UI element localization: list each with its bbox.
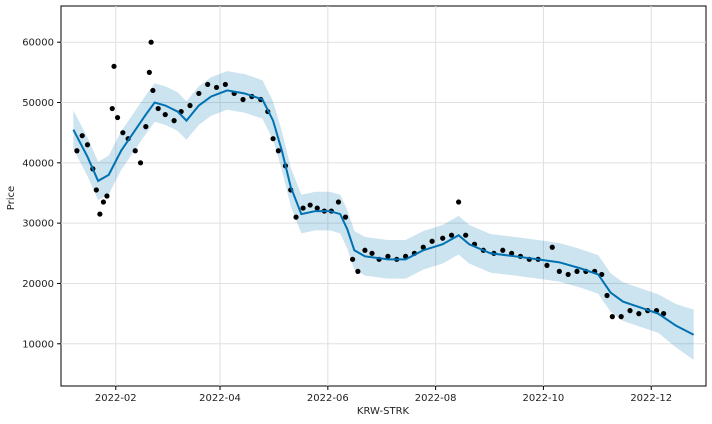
observed-point-63: [500, 247, 506, 253]
observed-point-64: [509, 250, 515, 256]
observed-point-59: [463, 232, 469, 238]
observed-point-23: [187, 102, 193, 109]
observed-point-26: [213, 84, 220, 91]
observed-point-71: [565, 271, 571, 278]
observed-point-50: [385, 253, 391, 259]
observed-point-70: [556, 268, 562, 274]
observed-point-47: [362, 247, 368, 253]
observed-point-6: [100, 199, 107, 205]
x-tick-label-5: 2022-12: [630, 393, 672, 404]
x-axis-label: KRW-STRK: [357, 406, 410, 417]
x-tick-label-2: 2022-06: [307, 393, 349, 404]
observed-point-45: [349, 256, 356, 262]
observed-point-9: [111, 63, 117, 69]
observed-point-54: [420, 244, 426, 250]
forecast-line: [72, 89, 695, 336]
observed-point-76: [604, 292, 610, 299]
observed-point-10: [114, 114, 121, 121]
observed-point-14: [137, 160, 144, 166]
y-axis-label: Price: [6, 186, 17, 210]
observed-point-29: [240, 96, 246, 103]
observed-point-40: [314, 205, 320, 211]
observed-point-13: [132, 148, 138, 154]
observed-point-11: [120, 130, 126, 136]
observed-point-5: [97, 211, 103, 217]
observed-point-2: [84, 142, 91, 148]
observed-point-83: [660, 311, 667, 317]
observed-point-25: [205, 81, 211, 88]
observed-point-55: [429, 238, 435, 244]
x-tick-label-4: 2022-10: [523, 393, 565, 404]
x-tick-label-0: 2022-02: [95, 393, 137, 404]
observed-point-58: [456, 199, 462, 205]
observed-point-20: [162, 111, 168, 118]
forecast-line-path: [72, 89, 695, 336]
observed-point-34: [275, 148, 281, 154]
y-tick-label-5: 60000: [22, 38, 54, 49]
observed-points: [74, 39, 667, 320]
x-axis-ticks: 2022-02 2022-04 2022-06 2022-08 2022-10 2022-…: [95, 386, 672, 404]
x-tick-label-3: 2022-08: [415, 393, 457, 404]
y-tick-label-2: 30000: [22, 219, 54, 230]
observed-point-72: [574, 268, 580, 274]
observed-point-57: [448, 232, 455, 238]
observed-point-80: [636, 311, 642, 317]
y-axis-ticks: 10000 20000 30000 40000 50000 60000: [22, 38, 61, 350]
x-tick-label-1: 2022-04: [199, 393, 241, 404]
observed-point-77: [609, 314, 615, 320]
observed-point-68: [544, 262, 550, 268]
y-tick-label-0: 10000: [22, 339, 54, 350]
y-tick-label-4: 50000: [22, 98, 54, 109]
observed-point-79: [627, 308, 633, 314]
observed-point-33: [270, 136, 276, 142]
observed-point-46: [355, 268, 361, 274]
observed-point-18: [150, 87, 156, 94]
y-tick-label-3: 40000: [22, 158, 54, 169]
observed-point-69: [549, 244, 555, 250]
observed-point-0: [74, 148, 80, 154]
observed-point-38: [300, 205, 306, 211]
observed-point-27: [222, 81, 228, 88]
observed-point-16: [146, 69, 152, 75]
observed-point-7: [104, 193, 110, 199]
observed-point-24: [196, 90, 202, 97]
observed-point-8: [109, 105, 115, 112]
y-tick-label-1: 20000: [22, 279, 54, 290]
observed-point-19: [155, 105, 161, 112]
observed-point-15: [143, 124, 149, 130]
observed-point-1: [79, 133, 85, 139]
gridlines: [61, 6, 706, 386]
observed-point-37: [293, 214, 299, 220]
plot-area: [60, 5, 707, 387]
observed-point-48: [369, 250, 375, 256]
observed-point-75: [599, 271, 605, 278]
observed-point-4: [93, 187, 99, 193]
observed-point-78: [618, 314, 624, 320]
observed-point-44: [342, 214, 349, 220]
observed-point-56: [440, 235, 446, 241]
observed-point-43: [335, 199, 342, 205]
observed-point-17: [148, 39, 154, 45]
observed-point-39: [307, 202, 313, 208]
observed-point-21: [171, 118, 177, 124]
